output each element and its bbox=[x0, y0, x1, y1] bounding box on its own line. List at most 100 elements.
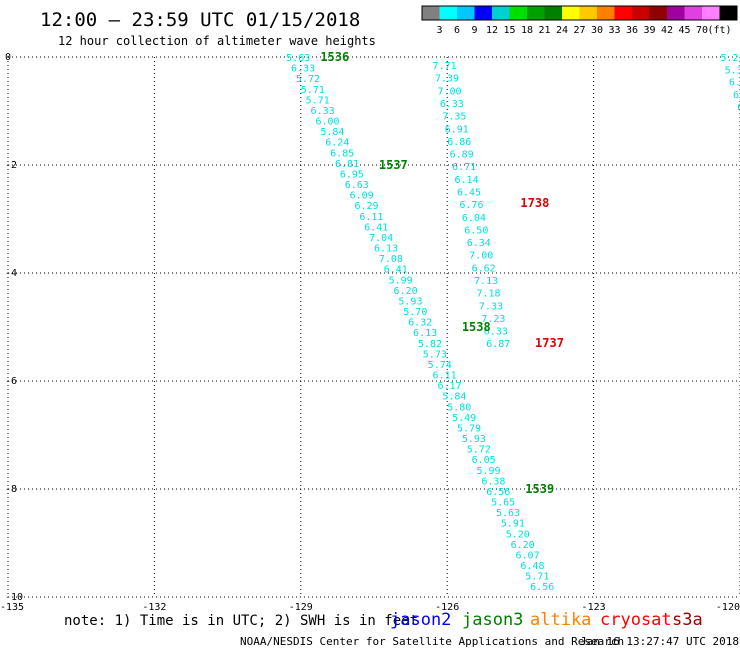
wave-height-value: 5.74 bbox=[428, 360, 452, 371]
wave-height-value: 5.71 bbox=[301, 85, 325, 96]
wave-height-value: 7.08 bbox=[379, 254, 403, 265]
axis-ticks: 0 -2 -4 -6 -8 -10-135 -132 -129 -126 -123 -120 bbox=[0, 52, 740, 613]
color-scale-label: 18 bbox=[521, 25, 533, 36]
wave-height-value: 6.56 bbox=[530, 582, 554, 593]
wave-height-value: 6.33 bbox=[311, 106, 335, 117]
wave-height-value: 5.34 bbox=[725, 65, 740, 76]
wave-height-value: 6.18 bbox=[729, 78, 740, 89]
wave-height-value: 6.05 bbox=[472, 455, 496, 466]
wave-height-value: 6.62 bbox=[472, 263, 496, 274]
color-scale-swatch bbox=[632, 6, 650, 20]
wave-height-value: 5.71 bbox=[525, 572, 549, 583]
color-scale-swatch bbox=[527, 6, 545, 20]
wave-height-value: 6.17 bbox=[437, 381, 461, 392]
wave-height-value: 6.20 bbox=[394, 286, 418, 297]
footer-timestamp: Jan 16 13:27:47 UTC 2018 bbox=[580, 635, 739, 648]
wave-height-value: 7.39 bbox=[435, 74, 459, 85]
wave-height-value: 6.85 bbox=[330, 148, 354, 159]
wave-height-value: 6.33 bbox=[484, 327, 508, 338]
wave-height-value: 6.20 bbox=[511, 540, 535, 551]
wave-height-value: 7.13 bbox=[474, 276, 498, 287]
wave-height-value: 6.00 bbox=[315, 117, 339, 128]
x-tick-label: -132 bbox=[142, 602, 166, 613]
wave-height-value: 6.71 bbox=[452, 162, 476, 173]
color-scale-swatch bbox=[457, 6, 475, 20]
chart-title: 12:00 – 23:59 UTC 01/15/2018 bbox=[40, 9, 360, 31]
wave-height-value: 6.41 bbox=[384, 265, 408, 276]
wave-height-value: 6.50 bbox=[464, 225, 488, 236]
units-note: note: 1) Time is in UTC; 2) SWH is in fe… bbox=[64, 613, 418, 629]
wave-height-value: 6.56 bbox=[486, 487, 510, 498]
wave-height-value: 5.72 bbox=[296, 74, 320, 85]
wave-height-value: 7.00 bbox=[437, 86, 461, 97]
wave-height-value: 5.49 bbox=[452, 413, 476, 424]
wave-height-value: 6.11 bbox=[433, 371, 457, 382]
x-tick-label: -126 bbox=[435, 602, 459, 613]
wave-height-value: 5.99 bbox=[476, 466, 500, 477]
color-scale-swatch bbox=[579, 6, 597, 20]
wave-height-value: 5.21 bbox=[720, 53, 740, 64]
wave-height-value: 6.86 bbox=[447, 137, 471, 148]
wave-height-value: 5.84 bbox=[320, 127, 344, 138]
wave-height-value: 7.35 bbox=[442, 112, 466, 123]
satellite-legend-altika: altika bbox=[530, 610, 591, 630]
wave-height-value: 5.20 bbox=[506, 529, 530, 540]
pass-number-label: 1738 bbox=[520, 196, 549, 210]
color-scale-swatch bbox=[544, 6, 562, 20]
y-tick-label: -2 bbox=[5, 160, 17, 171]
wave-height-value: 5.71 bbox=[306, 95, 330, 106]
x-tick-label: -120 bbox=[716, 602, 740, 613]
wave-height-value: 5.80 bbox=[447, 402, 471, 413]
wave-height-observations: 5.636.335.725.715.716.336.005.846.246.85… bbox=[286, 53, 740, 593]
color-scale-label: 45 bbox=[678, 25, 690, 36]
wave-height-value: 6.09 bbox=[350, 191, 374, 202]
color-scale-label: 42 bbox=[661, 25, 673, 36]
wave-height-value: 7.23 bbox=[481, 314, 505, 325]
color-scale-label: 36 bbox=[626, 25, 638, 36]
wave-height-value: 6.34 bbox=[467, 238, 491, 249]
color-scale-swatch bbox=[509, 6, 527, 20]
pass-number-label: 1538 bbox=[462, 320, 491, 334]
wave-height-value: 6.89 bbox=[450, 150, 474, 161]
color-scale-label: 15 bbox=[503, 25, 515, 36]
color-scale-swatch bbox=[614, 6, 632, 20]
y-tick-label: -10 bbox=[5, 592, 23, 603]
color-scale-swatch bbox=[702, 6, 720, 20]
wave-height-value: 5.79 bbox=[457, 423, 481, 434]
wave-height-value: 6.13 bbox=[374, 244, 398, 255]
color-scale-label: 33 bbox=[608, 25, 620, 36]
color-scale-swatch bbox=[649, 6, 667, 20]
wave-height-value: 6.38 bbox=[481, 476, 505, 487]
color-scale-label: 70 bbox=[696, 25, 708, 36]
header: 12:00 – 23:59 UTC 01/15/2018 12 hour col… bbox=[40, 9, 376, 48]
wave-height-value: 5.63 bbox=[286, 53, 310, 64]
color-scale-label: 30 bbox=[591, 25, 603, 36]
footer: NOAA/NESDIS Center for Satellite Applica… bbox=[240, 635, 739, 648]
x-tick-label: -135 bbox=[0, 602, 24, 613]
color-scale-label: 27 bbox=[573, 25, 585, 36]
pass-number-label: 1539 bbox=[525, 482, 554, 496]
wave-height-value: 5.73 bbox=[423, 349, 447, 360]
chart-subtitle: 12 hour collection of altimeter wave hei… bbox=[58, 34, 376, 48]
color-scale-label: 39 bbox=[643, 25, 655, 36]
wave-height-value: 7.71 bbox=[433, 61, 457, 72]
wave-height-value: 6.41 bbox=[364, 222, 388, 233]
satellite-legend-jason3: jason3 bbox=[462, 610, 523, 630]
wave-height-value: 6.87 bbox=[486, 339, 510, 350]
y-tick-label: -4 bbox=[5, 268, 17, 279]
wave-height-value: 6.32 bbox=[408, 318, 432, 329]
wave-height-value: 6.11 bbox=[359, 212, 383, 223]
wave-height-value: 6.33 bbox=[440, 99, 464, 110]
wave-height-value: 5.99 bbox=[389, 275, 413, 286]
wave-height-value: 6.24 bbox=[325, 138, 349, 149]
color-scale-label: 21 bbox=[538, 25, 550, 36]
satellite-legend: jason2 jason3 altika cryosat s3a bbox=[390, 610, 703, 630]
color-scale-swatch bbox=[667, 6, 685, 20]
x-tick-label: -123 bbox=[582, 602, 606, 613]
color-scale-label: 3 bbox=[436, 25, 442, 36]
wave-height-value: 6.45 bbox=[457, 188, 481, 199]
color-scale-swatch bbox=[562, 6, 580, 20]
wave-height-value: 7.18 bbox=[476, 289, 500, 300]
color-scale-swatch bbox=[422, 6, 440, 20]
